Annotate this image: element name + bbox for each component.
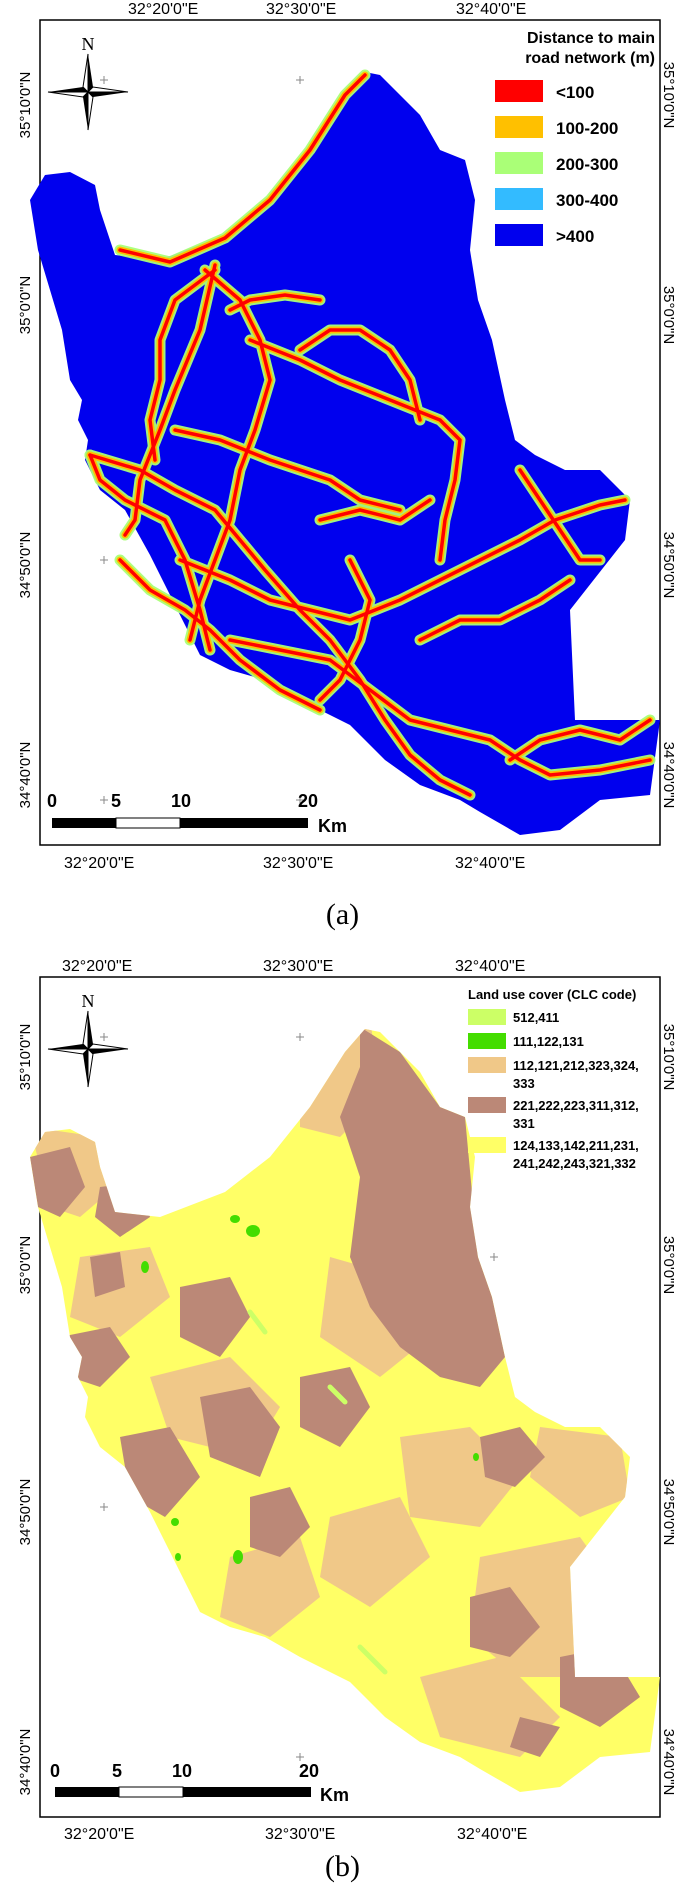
legend-label-2: 111,122,131 bbox=[513, 1034, 584, 1049]
lat-label-right-1: 35°10'0"N bbox=[660, 62, 677, 129]
legend-swatch-3 bbox=[468, 1057, 506, 1073]
legend-road-distance: Distance to main road network (m) <100 1… bbox=[495, 30, 655, 246]
lat-label-left-1: 35°10'0"N bbox=[17, 72, 34, 139]
scale-label-0: 0 bbox=[50, 1761, 60, 1781]
legend-title: Land use cover (CLC code) bbox=[468, 987, 636, 1002]
legend-label-5-line1: 124,133,142,211,231, bbox=[513, 1138, 639, 1153]
graticule-crosses bbox=[100, 76, 304, 804]
scale-bar: 0 5 10 20 Km bbox=[50, 1761, 349, 1805]
lat-label-right-1: 35°10'0"N bbox=[660, 1024, 677, 1091]
legend-title-line1: Distance to main bbox=[527, 30, 655, 47]
lat-label-left-4: 34°40'0"N bbox=[17, 742, 34, 809]
lat-label-left-4: 34°40'0"N bbox=[17, 1729, 34, 1796]
region-over-400 bbox=[30, 72, 660, 835]
lat-label-right-4: 34°40'0"N bbox=[660, 742, 677, 809]
legend-swatch-5 bbox=[468, 1137, 506, 1153]
lon-label-bottom-2: 32°30'0"E bbox=[263, 855, 333, 872]
scale-label-10: 10 bbox=[171, 791, 191, 811]
legend-label-4-line1: 221,222,223,311,312, bbox=[513, 1098, 639, 1113]
legend-swatch-4 bbox=[468, 1097, 506, 1113]
legend-swatch-1 bbox=[468, 1009, 506, 1025]
scale-bar: 0 5 10 20 Km bbox=[47, 791, 347, 836]
legend-label-3-line2: 333 bbox=[513, 1076, 535, 1091]
scale-label-10: 10 bbox=[172, 1761, 192, 1781]
lon-label-bottom-3: 32°40'0"E bbox=[455, 855, 525, 872]
legend-swatch-2 bbox=[495, 116, 543, 138]
scale-unit: Km bbox=[320, 1785, 349, 1805]
north-arrow-icon bbox=[47, 1010, 129, 1088]
legend-label-5-line2: 241,242,243,321,332 bbox=[513, 1156, 636, 1171]
legend-label-4-line2: 331 bbox=[513, 1116, 535, 1131]
legend-label-5: >400 bbox=[556, 227, 594, 246]
legend-swatch-3 bbox=[495, 152, 543, 174]
north-label: N bbox=[82, 991, 95, 1011]
lat-label-right-2: 35°0'0"N bbox=[660, 286, 677, 344]
caption-a: (a) bbox=[325, 898, 360, 931]
lon-label-top-1: 32°20'0"E bbox=[62, 958, 132, 975]
scale-unit: Km bbox=[318, 816, 347, 836]
legend-label-3: 200-300 bbox=[556, 155, 618, 174]
lat-label-left-1: 35°10'0"N bbox=[17, 1024, 34, 1091]
north-label: N bbox=[82, 34, 95, 54]
legend-label-1: 512,411 bbox=[513, 1010, 559, 1025]
lon-label-bottom-3: 32°40'0"E bbox=[457, 1826, 527, 1843]
legend-swatch-2 bbox=[468, 1033, 506, 1049]
land-use-map-panel: 32°20'0"E 32°30'0"E 32°40'0"E 32°20'0"E … bbox=[0, 957, 685, 1899]
legend-land-use: Land use cover (CLC code) 512,411 111,12… bbox=[468, 987, 639, 1171]
scale-label-5: 5 bbox=[111, 791, 121, 811]
legend-title-line2: road network (m) bbox=[525, 50, 655, 67]
north-arrow-icon bbox=[47, 53, 129, 131]
road-distance-map: 32°20'0"E 32°30'0"E 32°40'0"E 32°20'0"E … bbox=[17, 1, 677, 872]
lat-label-right-3: 34°50'0"N bbox=[660, 532, 677, 599]
lon-label-top-2: 32°30'0"E bbox=[266, 1, 336, 18]
lat-label-right-3: 34°50'0"N bbox=[660, 1479, 677, 1546]
road-buffers bbox=[84, 69, 656, 801]
scale-label-20: 20 bbox=[299, 1761, 319, 1781]
lon-label-bottom-1: 32°20'0"E bbox=[64, 1826, 134, 1843]
legend-label-4: 300-400 bbox=[556, 191, 618, 210]
legend-swatch-1 bbox=[495, 80, 543, 102]
lon-label-bottom-2: 32°30'0"E bbox=[265, 1826, 335, 1843]
legend-label-3-line1: 112,121,212,323,324, bbox=[513, 1058, 639, 1073]
legend-swatch-4 bbox=[495, 188, 543, 210]
scale-label-5: 5 bbox=[112, 1761, 122, 1781]
road-distance-map-panel: 32°20'0"E 32°30'0"E 32°40'0"E 32°20'0"E … bbox=[0, 0, 685, 900]
lat-label-left-2: 35°0'0"N bbox=[17, 1236, 34, 1294]
land-use-map: 32°20'0"E 32°30'0"E 32°40'0"E 32°20'0"E … bbox=[17, 958, 677, 1843]
lon-label-top-2: 32°30'0"E bbox=[263, 958, 333, 975]
lat-label-left-3: 34°50'0"N bbox=[17, 532, 34, 599]
lon-label-top-3: 32°40'0"E bbox=[455, 958, 525, 975]
legend-label-1: <100 bbox=[556, 83, 594, 102]
lat-label-right-2: 35°0'0"N bbox=[660, 1236, 677, 1294]
legend-swatch-5 bbox=[495, 224, 543, 246]
scale-label-0: 0 bbox=[47, 791, 57, 811]
legend-label-2: 100-200 bbox=[556, 119, 618, 138]
lat-label-right-4: 34°40'0"N bbox=[660, 1729, 677, 1796]
lat-label-left-2: 35°0'0"N bbox=[17, 276, 34, 334]
caption-b: (b) bbox=[325, 1850, 360, 1883]
lon-label-top-1: 32°20'0"E bbox=[128, 1, 198, 18]
lon-label-top-3: 32°40'0"E bbox=[456, 1, 526, 18]
scale-label-20: 20 bbox=[298, 791, 318, 811]
lat-label-left-3: 34°50'0"N bbox=[17, 1479, 34, 1546]
lon-label-bottom-1: 32°20'0"E bbox=[64, 855, 134, 872]
